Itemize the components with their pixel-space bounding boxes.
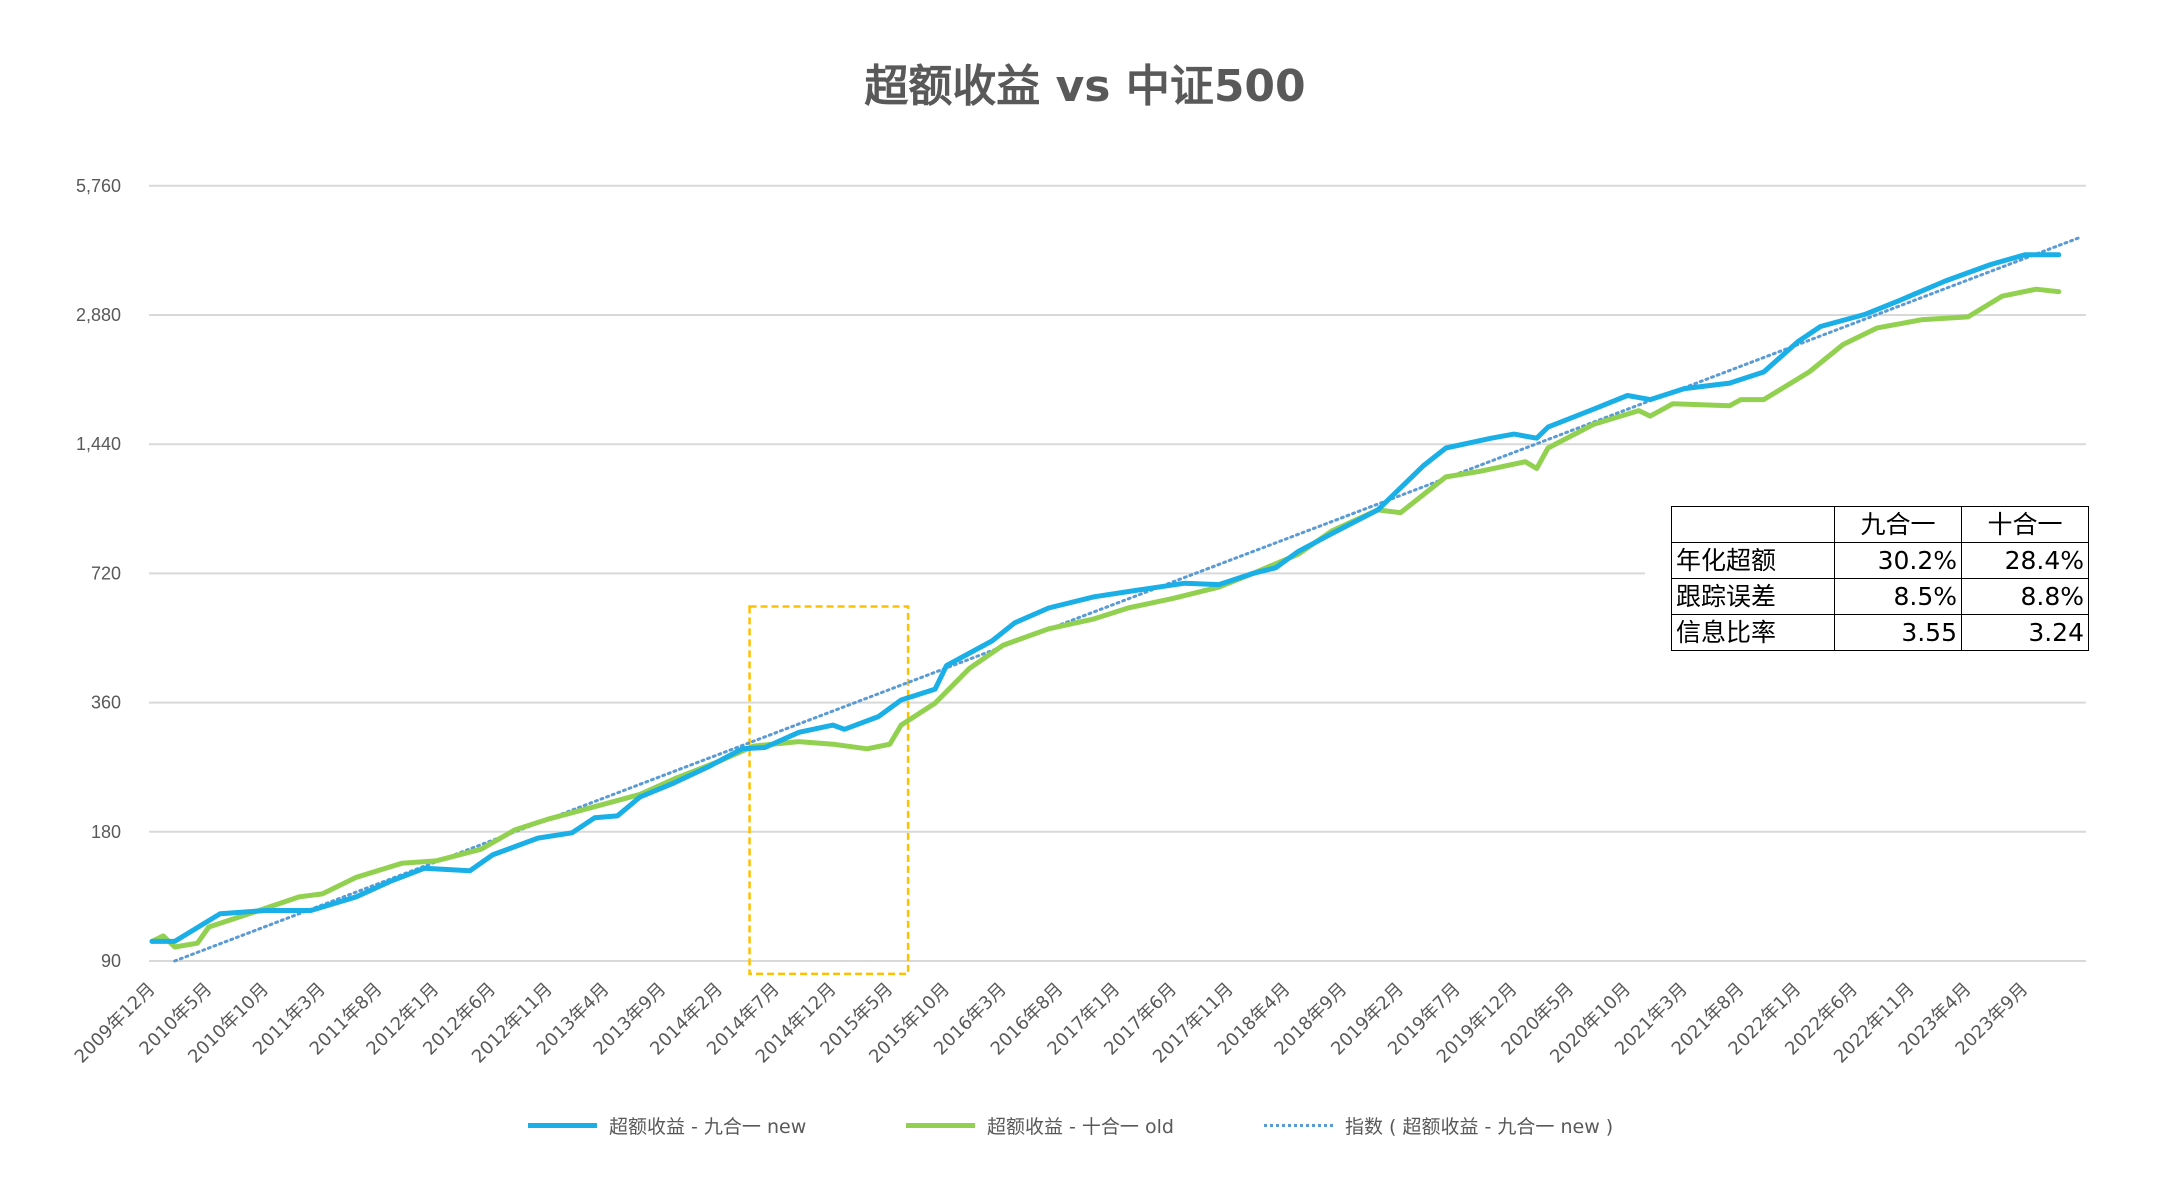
y-tick-label: 180 (91, 822, 121, 842)
header-cell-nine: 九合一 (1834, 506, 1962, 543)
cell-value: 8.8% (1961, 578, 2089, 615)
series-line-ten-old (149, 286, 2062, 950)
legend-item-nine-new[interactable]: 超额收益 - 九合一 new (528, 1110, 806, 1140)
y-tick-label: 720 (91, 563, 121, 583)
x-axis-labels: 2009年12月2010年5月2010年10月2011年3月2011年8月201… (71, 979, 2033, 1068)
y-tick-label: 2,880 (76, 305, 121, 325)
chart-title: 超额收益 vs 中证500 (864, 61, 1306, 112)
header-cell-empty (1671, 506, 1835, 543)
trendline-layer (173, 235, 2083, 963)
row-label: 年化超额 (1671, 542, 1835, 579)
legend-item-trendline[interactable]: 指数 ( 超额收益 - 九合一 new ) (1264, 1110, 1613, 1140)
cell-value: 28.4% (1961, 542, 2089, 579)
cell-value: 30.2% (1834, 542, 1962, 579)
series-line-nine-new (149, 252, 2062, 944)
legend-swatch-green (906, 1122, 975, 1128)
y-tick-label: 1,440 (76, 434, 121, 454)
legend-label: 超额收益 - 九合一 new (609, 1115, 807, 1138)
y-tick-label: 360 (91, 693, 121, 713)
legend-swatch-blue (528, 1122, 597, 1128)
row-label: 信息比率 (1671, 614, 1835, 651)
legend-item-ten-old[interactable]: 超额收益 - 十合一 old (906, 1110, 1174, 1140)
stats-table: 九合一 十合一 年化超额 30.2% 28.4% 跟踪误差 8.5% 8.8% … (1671, 506, 2089, 651)
cell-value: 8.5% (1834, 578, 1962, 615)
row-label: 跟踪误差 (1671, 578, 1835, 615)
table-row: 信息比率 3.55 3.24 (1671, 614, 2089, 651)
y-tick-label: 90 (101, 951, 121, 971)
legend-swatch-dotted (1264, 1123, 1333, 1127)
header-cell-ten: 十合一 (1961, 506, 2089, 543)
y-axis-labels: 90 180 360 720 1,440 2,880 5,760 (76, 176, 121, 971)
highlight-box-layer (748, 605, 910, 976)
highlight-box (748, 605, 910, 976)
table-row: 跟踪误差 8.5% 8.8% (1671, 578, 2089, 615)
table-row: 年化超额 30.2% 28.4% (1671, 542, 2089, 579)
table-header-row: 九合一 十合一 (1671, 506, 2089, 543)
y-tick-label: 5,760 (76, 176, 121, 196)
cell-value: 3.55 (1834, 614, 1962, 651)
cell-value: 3.24 (1961, 614, 2089, 651)
legend-label: 超额收益 - 十合一 old (987, 1115, 1174, 1138)
legend-label: 指数 ( 超额收益 - 九合一 new ) (1345, 1115, 1614, 1138)
series-layer (149, 252, 2062, 950)
gridlines (149, 184, 2086, 962)
trendline (173, 235, 2083, 963)
legend: 超额收益 - 九合一 new 超额收益 - 十合一 old 指数 ( 超额收益 … (0, 1110, 2162, 1140)
